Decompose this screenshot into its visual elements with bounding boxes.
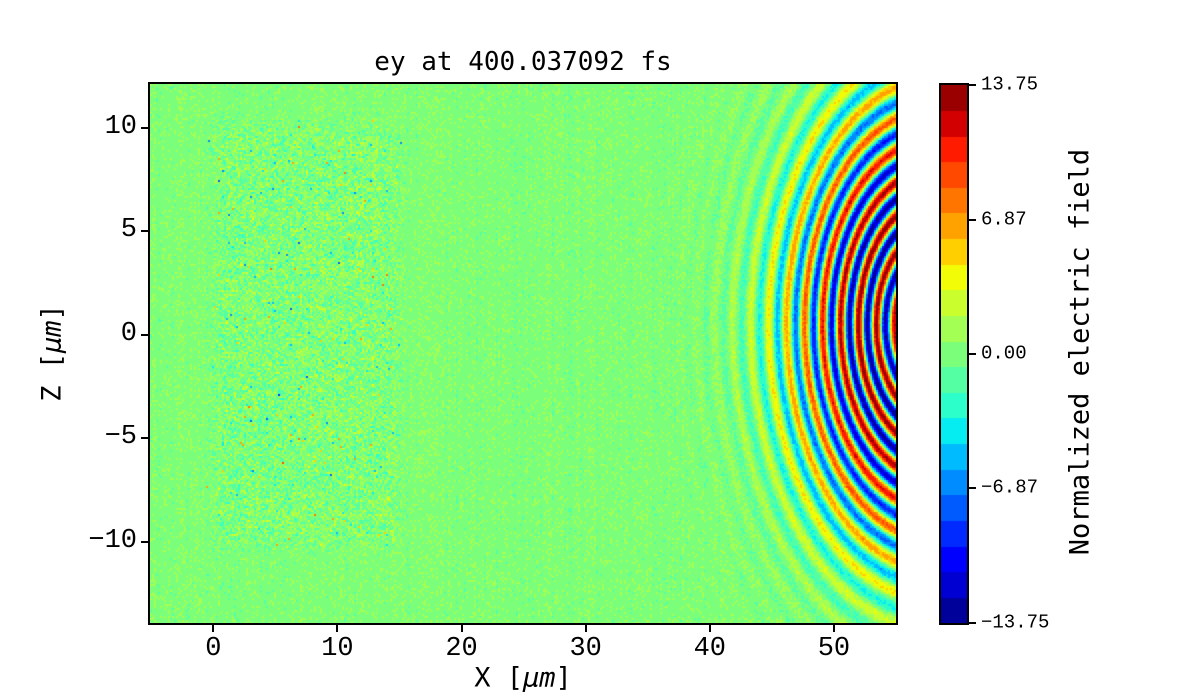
- x-axis-label-pre: X [: [474, 662, 523, 694]
- colorbar-tick-label: −6.87: [981, 476, 1039, 499]
- y-tick-label: −5: [104, 422, 137, 453]
- y-axis-label-mu-unit: μm: [36, 320, 68, 353]
- heatmap-canvas: [150, 84, 896, 623]
- y-axis-label: Z [μm]: [37, 304, 68, 402]
- x-axis-label: X [μm]: [474, 663, 572, 694]
- x-tick-label: 40: [693, 634, 726, 664]
- y-axis-tick: [141, 126, 148, 129]
- x-tick-label: 50: [817, 634, 851, 664]
- colorbar-tick: [969, 84, 976, 86]
- x-axis-tick: [336, 625, 339, 632]
- colorbar-tick: [969, 218, 976, 221]
- x-axis-tick: [832, 625, 835, 632]
- y-tick-label: 0: [120, 318, 137, 349]
- colorbar-tick-label: 6.87: [981, 208, 1027, 231]
- x-axis-tick: [460, 625, 463, 632]
- colorbar-label: Normalized electric field: [1064, 148, 1096, 556]
- y-tick-label: −10: [88, 525, 137, 556]
- y-axis-tick: [141, 333, 148, 336]
- x-axis-tick: [584, 625, 587, 632]
- x-tick-label: 20: [445, 634, 478, 664]
- y-tick-label: 5: [120, 214, 137, 245]
- x-tick-label: 10: [321, 634, 354, 664]
- colorbar-tick-label: −13.75: [981, 611, 1050, 634]
- colorbar-tick: [969, 487, 976, 490]
- x-axis-label-post: ]: [555, 662, 572, 694]
- x-axis-tick: [708, 625, 711, 632]
- x-tick-label: 30: [569, 634, 602, 664]
- y-axis-tick: [141, 437, 148, 440]
- x-tick-label: 0: [205, 634, 222, 664]
- x-axis-tick: [212, 625, 215, 632]
- x-axis-label-mu-unit: μm: [523, 662, 556, 694]
- colorbar-tick-label: 0.00: [981, 342, 1027, 365]
- y-tick-label: 10: [104, 111, 137, 142]
- y-axis-label-post: ]: [36, 304, 68, 321]
- colorbar-tick: [969, 353, 976, 355]
- colorbar-canvas: [941, 85, 967, 623]
- colorbar-tick: [969, 622, 976, 624]
- colorbar-tick-label: 13.75: [981, 73, 1039, 96]
- y-axis-tick: [141, 230, 148, 233]
- y-axis-tick: [141, 541, 148, 544]
- y-axis-label-pre: Z [: [36, 353, 68, 402]
- chart-title: ey at 400.037092 fs: [374, 47, 672, 77]
